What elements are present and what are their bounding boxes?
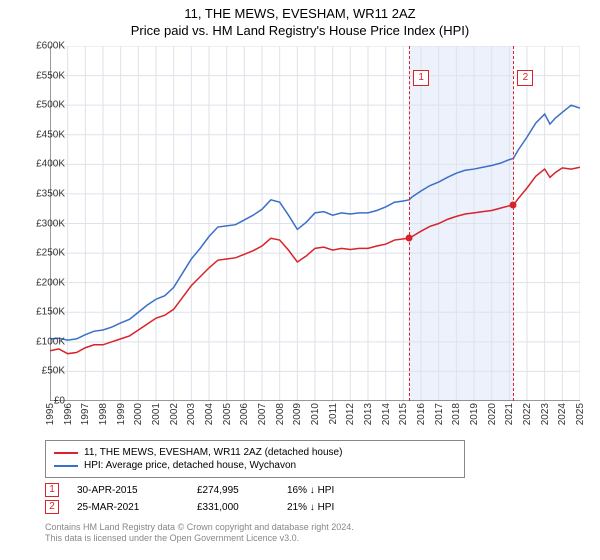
title-line-2: Price paid vs. HM Land Registry's House … [0,23,600,40]
sales-table: 1 30-APR-2015£274,99516% ↓ HPI 2 25-MAR-202… [45,480,387,517]
x-axis-label: 2000 [133,403,144,425]
sale-marker-badge: 2 [517,70,533,86]
sale-diff: 16% ↓ HPI [287,485,387,496]
x-axis-label: 2006 [239,403,250,425]
x-axis-label: 2010 [310,403,321,425]
x-axis-label: 2023 [540,403,551,425]
plot-area: 12 [50,46,580,401]
x-axis-label: 2001 [151,403,162,425]
x-axis-label: 2024 [557,403,568,425]
sale-date: 25-MAR-2021 [77,502,197,513]
chart-title: 11, THE MEWS, EVESHAM, WR11 2AZ Price pa… [0,0,600,40]
y-axis-label: £400K [36,159,65,170]
sale-date: 30-APR-2015 [77,485,197,496]
sale-diff: 21% ↓ HPI [287,502,387,513]
legend-label: HPI: Average price, detached house, Wych… [84,460,296,471]
x-axis-label: 2022 [522,403,533,425]
x-axis-label: 2002 [169,403,180,425]
y-axis-label: £300K [36,218,65,229]
footer-text: Contains HM Land Registry data © Crown c… [45,522,354,545]
y-axis-label: £500K [36,100,65,111]
x-axis-label: 2004 [204,403,215,425]
x-axis-label: 1996 [63,403,74,425]
y-axis-label: £600K [36,41,65,52]
x-axis-label: 2021 [504,403,515,425]
legend-item: HPI: Average price, detached house, Wych… [54,460,456,471]
x-axis-label: 2019 [469,403,480,425]
y-axis-label: £150K [36,307,65,318]
y-axis-label: £200K [36,277,65,288]
x-axis-label: 1998 [98,403,109,425]
chart-svg [50,46,580,401]
legend-swatch [54,452,78,454]
sale-marker-line [409,46,410,401]
sale-row: 2 25-MAR-2021£331,00021% ↓ HPI [45,500,387,514]
chart-container: 11, THE MEWS, EVESHAM, WR11 2AZ Price pa… [0,0,600,560]
x-axis-label: 2020 [487,403,498,425]
sale-marker-line [513,46,514,401]
title-line-1: 11, THE MEWS, EVESHAM, WR11 2AZ [0,6,600,23]
x-axis-label: 2016 [416,403,427,425]
x-axis-label: 2012 [345,403,356,425]
sale-price: £331,000 [197,502,287,513]
y-axis-label: £250K [36,248,65,259]
x-axis-label: 2007 [257,403,268,425]
x-axis-label: 2003 [186,403,197,425]
x-axis-label: 2008 [275,403,286,425]
x-axis-label: 2009 [292,403,303,425]
sale-row: 1 30-APR-2015£274,99516% ↓ HPI [45,483,387,497]
legend-item: 11, THE MEWS, EVESHAM, WR11 2AZ (detache… [54,447,456,458]
sale-marker-badge: 1 [413,70,429,86]
legend-swatch [54,465,78,467]
footer-line-2: This data is licensed under the Open Gov… [45,533,354,544]
y-axis-label: £50K [42,366,65,377]
x-axis-label: 2025 [575,403,586,425]
legend-label: 11, THE MEWS, EVESHAM, WR11 2AZ (detache… [84,447,342,458]
legend-box: 11, THE MEWS, EVESHAM, WR11 2AZ (detache… [45,440,465,478]
x-axis-label: 1995 [45,403,56,425]
y-axis-label: £350K [36,188,65,199]
y-axis-label: £550K [36,70,65,81]
x-axis-label: 2011 [328,403,339,425]
x-axis-label: 2018 [451,403,462,425]
sale-row-badge: 2 [45,500,59,514]
sale-row-badge: 1 [45,483,59,497]
x-axis-label: 2014 [381,403,392,425]
x-axis-label: 2015 [398,403,409,425]
sale-point [406,235,413,242]
sale-point [510,202,517,209]
x-axis-label: 2013 [363,403,374,425]
y-axis-label: £450K [36,129,65,140]
footer-line-1: Contains HM Land Registry data © Crown c… [45,522,354,533]
y-axis-label: £100K [36,336,65,347]
x-axis-label: 2005 [222,403,233,425]
x-axis-label: 2017 [434,403,445,425]
x-axis-label: 1997 [80,403,91,425]
sale-price: £274,995 [197,485,287,496]
x-axis-label: 1999 [116,403,127,425]
